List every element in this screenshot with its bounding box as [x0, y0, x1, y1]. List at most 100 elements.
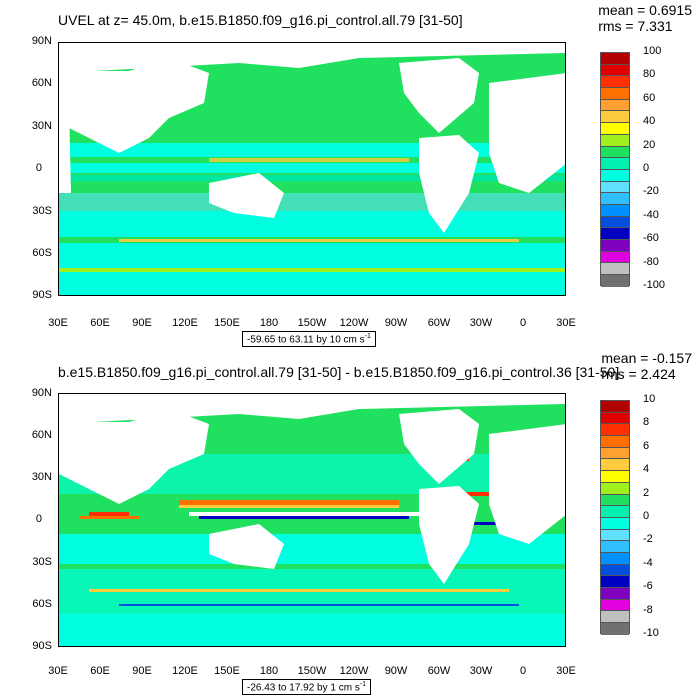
- colorbar-swatch: [601, 401, 629, 413]
- colorbar-swatch: [601, 88, 629, 100]
- colorbar-label: 40: [643, 115, 656, 127]
- colorbar-label: 0: [643, 510, 650, 522]
- rms-value: rms = 7.331: [598, 18, 673, 34]
- lon-label: 120W: [339, 665, 369, 677]
- lon-label: 150E: [214, 317, 240, 329]
- lat-label: 0: [35, 162, 42, 174]
- colorbar-swatch: [601, 436, 629, 448]
- colorbar-swatch: [601, 228, 629, 240]
- lat-label: 30S: [32, 205, 52, 217]
- lon-label: 120W: [339, 317, 369, 329]
- lat-label: 90N: [31, 35, 52, 47]
- lon-label: 0: [519, 317, 527, 329]
- lon-label: 30E: [48, 317, 68, 329]
- lon-label: 30E: [48, 665, 68, 677]
- colorbar-swatch: [601, 471, 629, 483]
- lon-label: 60E: [90, 317, 110, 329]
- lon-label: 180: [259, 317, 279, 329]
- colorbar-label: 10: [643, 393, 656, 405]
- colorbar-swatch: [601, 193, 629, 205]
- colorbar-label: 8: [643, 416, 650, 428]
- colorbar-swatch: [601, 623, 629, 635]
- colorbar-swatch: [601, 275, 629, 287]
- lon-label: 0: [519, 665, 527, 677]
- colorbar-label: -100: [643, 279, 666, 291]
- colorbar: [600, 400, 630, 635]
- contour-range-box: -26.43 to 17.92 by 1 cm s-1: [242, 679, 372, 696]
- lat-label: 60N: [31, 77, 52, 89]
- colorbar-label: -80: [643, 256, 659, 268]
- map-plot: [58, 42, 566, 296]
- lat-label: 30N: [31, 120, 52, 132]
- contour-range-text: -26.43 to 17.92 by 1 cm s: [247, 682, 360, 694]
- rms-value: rms = 2.424: [601, 366, 676, 382]
- lat-label: 90S: [32, 289, 52, 301]
- colorbar-swatch: [601, 494, 629, 507]
- colorbar-swatch: [601, 251, 629, 264]
- colorbar-swatch: [601, 76, 629, 89]
- lon-label: 30E: [556, 665, 576, 677]
- mean-value: mean = -0.157: [601, 350, 692, 366]
- contour-range-text: -59.65 to 63.11 by 10 cm s: [247, 334, 365, 346]
- colorbar-swatch: [601, 240, 629, 252]
- colorbar-swatch: [601, 123, 629, 135]
- colorbar-label: -20: [643, 185, 659, 197]
- colorbar-swatch: [601, 53, 629, 65]
- colorbar-swatch: [601, 506, 629, 518]
- lon-label: 90W: [384, 665, 408, 677]
- panel-top: UVEL at z= 45.0m, b.e15.B1850.f09_g16.pi…: [31, 2, 692, 348]
- lat-label: 60N: [31, 429, 52, 441]
- colorbar-swatch: [601, 576, 629, 588]
- lon-label: 90E: [132, 317, 152, 329]
- colorbar-label: 4: [643, 463, 650, 475]
- colorbar-swatch: [601, 263, 629, 276]
- lon-label: 180: [259, 665, 279, 677]
- colorbar-label: 100: [643, 45, 662, 57]
- lat-label: 90N: [31, 387, 52, 399]
- colorbar-label: -4: [643, 557, 653, 569]
- colorbar-swatch: [601, 169, 629, 182]
- stats-box: mean = -0.157 rms = 2.424: [601, 350, 692, 382]
- colorbar-swatch: [601, 64, 629, 77]
- panel-bottom: b.e15.B1850.f09_g16.pi_control.all.79 [3…: [0, 350, 700, 700]
- mean-value: mean = 0.6915: [598, 2, 692, 18]
- colorbar-label: -8: [643, 604, 653, 616]
- colorbar-swatch: [601, 541, 629, 553]
- colorbar-label: -60: [643, 232, 659, 244]
- colorbar-label: -10: [643, 627, 659, 639]
- panel-title: UVEL at z= 45.0m, b.e15.B1850.f09_g16.pi…: [58, 12, 463, 28]
- colorbar-swatch: [601, 459, 629, 472]
- colorbar-swatch: [601, 599, 629, 612]
- contour-range-box: -59.65 to 63.11 by 10 cm s-1: [242, 331, 376, 348]
- colorbar-swatch: [601, 412, 629, 425]
- lat-label: 30N: [31, 471, 52, 483]
- colorbar-swatch: [601, 99, 629, 112]
- colorbar-swatch: [601, 529, 629, 542]
- lat-label: 60S: [32, 247, 52, 259]
- colorbar-swatch: [601, 564, 629, 577]
- lon-label: 60W: [427, 317, 451, 329]
- contour-range-exponent: -1: [359, 681, 367, 688]
- contour-range-exponent: -1: [364, 333, 371, 340]
- lat-label: 30S: [32, 556, 52, 568]
- lat-label: 0: [35, 513, 42, 525]
- colorbar-swatch: [601, 552, 629, 565]
- map-field: [59, 43, 565, 295]
- lon-label: 60W: [427, 665, 451, 677]
- colorbar-swatch: [601, 134, 629, 147]
- colorbar-label: 2: [643, 487, 650, 499]
- stats-box: mean = 0.6915 rms = 7.331: [598, 2, 692, 34]
- lon-label: 90W: [384, 317, 408, 329]
- colorbar-label: 80: [643, 68, 656, 80]
- lon-label: 90E: [132, 665, 152, 677]
- colorbar-label: 6: [643, 440, 650, 452]
- colorbar-swatch: [601, 111, 629, 124]
- lon-label: 150W: [297, 665, 327, 677]
- colorbar-swatch: [601, 158, 629, 170]
- lat-label: 60S: [32, 598, 52, 610]
- colorbar-label: 20: [643, 139, 656, 151]
- lat-label: 90S: [32, 640, 52, 652]
- colorbar-label: 0: [643, 162, 650, 174]
- panel-title: b.e15.B1850.f09_g16.pi_control.all.79 [3…: [58, 364, 620, 380]
- colorbar-swatch: [601, 588, 629, 600]
